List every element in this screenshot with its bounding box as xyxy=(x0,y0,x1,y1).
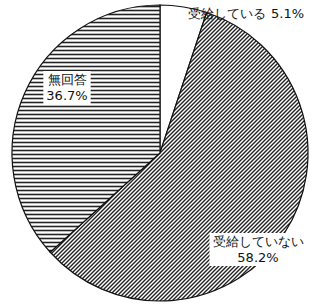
value-label: 58.2% xyxy=(237,250,278,265)
label-background xyxy=(210,233,307,266)
category-label: 無回答 xyxy=(48,72,87,87)
label-background xyxy=(43,71,90,104)
category-label: 受給していない xyxy=(213,234,304,249)
value-label: 36.7% xyxy=(46,88,87,103)
data-label: 無回答36.7% xyxy=(46,72,87,103)
chart: 受給している 5.1% 受給していない58.2% 無回答36.7% xyxy=(0,0,318,308)
value-label: 5.1% xyxy=(271,6,304,21)
slice-label: 受給している 5.1% xyxy=(187,6,305,21)
category-label: 受給している xyxy=(188,6,266,21)
label-background xyxy=(187,6,305,21)
data-label: 受給していない58.2% xyxy=(213,234,304,265)
pie xyxy=(12,5,308,301)
data-label: 受給している 5.1% xyxy=(188,6,304,21)
slice-label: 無回答36.7% xyxy=(43,71,90,104)
pie-slice xyxy=(12,5,160,252)
slice-label: 受給していない58.2% xyxy=(210,233,307,266)
labels: 受給している 5.1% 受給していない58.2% 無回答36.7% xyxy=(43,6,306,266)
